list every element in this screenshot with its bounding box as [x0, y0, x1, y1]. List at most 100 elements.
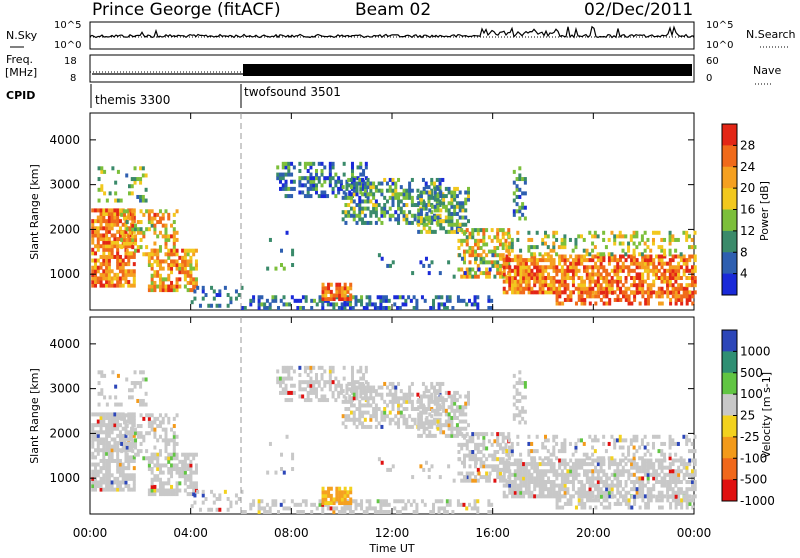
- power-cell: [186, 259, 190, 264]
- velocity-cell: [139, 441, 143, 446]
- power-cell: [107, 219, 111, 224]
- power-cell: [323, 176, 327, 181]
- power-cell: [172, 288, 176, 293]
- power-cell: [632, 248, 636, 253]
- velocity-cell: [679, 490, 683, 495]
- power-cell: [309, 161, 313, 166]
- power-cell: [508, 241, 512, 246]
- velocity-cell: [424, 410, 428, 415]
- power-cell: [96, 280, 100, 285]
- power-cell: [304, 295, 308, 300]
- velocity-cell: [599, 480, 603, 485]
- power-cell: [433, 215, 437, 220]
- power-cell: [435, 177, 439, 182]
- velocity-cell: [652, 487, 656, 492]
- power-cell: [602, 290, 606, 295]
- velocity-cell: [276, 376, 280, 381]
- power-cell: [632, 268, 636, 273]
- power-cell: [341, 210, 345, 215]
- power-cell: [107, 240, 111, 245]
- velocity-cell: [607, 462, 611, 467]
- velocity-cell: [405, 392, 409, 397]
- velocity-cell: [377, 385, 381, 390]
- velocity-cell: [158, 470, 162, 475]
- power-cell: [458, 190, 462, 195]
- velocity-cell: [430, 464, 434, 469]
- velocity-cell: [107, 476, 111, 481]
- velocity-cell: [141, 377, 145, 382]
- power-cell: [419, 260, 423, 265]
- velocity-cell: [599, 476, 603, 481]
- velocity-cell: [663, 480, 667, 485]
- power-cell: [597, 294, 601, 299]
- velocity-cell: [153, 463, 157, 468]
- velocity-cell: [471, 450, 475, 455]
- power-cell: [473, 298, 477, 303]
- power-cell: [343, 289, 347, 294]
- power-cell: [170, 288, 174, 293]
- power-cell: [114, 191, 118, 196]
- velocity-cell: [388, 417, 392, 422]
- velocity-cell: [158, 488, 162, 493]
- power-cell: [594, 279, 598, 284]
- velocity-cell: [505, 483, 509, 488]
- velocity-cell: [144, 377, 148, 382]
- power-cell: [175, 252, 179, 257]
- power-cell: [417, 194, 421, 199]
- velocity-cell: [96, 473, 100, 478]
- velocity-cell: [502, 462, 506, 467]
- power-cell: [546, 245, 550, 250]
- power-cell: [170, 234, 174, 239]
- velocity-cell: [293, 502, 297, 507]
- power-cell: [317, 161, 321, 166]
- velocity-cell: [189, 467, 193, 472]
- power-cell: [362, 186, 366, 191]
- velocity-cell: [549, 483, 553, 488]
- velocity-cell: [538, 494, 542, 499]
- power-cell: [240, 285, 244, 290]
- velocity-cell: [94, 437, 98, 442]
- power-cell: [518, 187, 522, 192]
- velocity-cell: [156, 459, 160, 464]
- power-cell: [519, 272, 523, 277]
- velocity-cell: [552, 465, 556, 470]
- power-cell: [141, 198, 145, 203]
- velocity-cell: [563, 438, 567, 443]
- velocity-cell: [677, 480, 681, 485]
- velocity-cell: [468, 453, 472, 458]
- velocity-cell: [621, 452, 625, 457]
- velocity-cell: [569, 472, 573, 477]
- velocity-cell: [100, 391, 104, 396]
- power-cell: [599, 261, 603, 266]
- power-cell: [651, 237, 655, 242]
- velocity-cell: [660, 483, 664, 488]
- velocity-cell: [121, 476, 125, 481]
- power-cell: [657, 286, 661, 291]
- velocity-cell: [91, 412, 95, 417]
- cpid-mode-twofsound: twofsound 3501: [244, 85, 341, 99]
- velocity-cell: [685, 465, 689, 470]
- velocity-cell: [444, 398, 448, 403]
- velocity-cell: [99, 480, 103, 485]
- power-cell: [523, 216, 527, 221]
- velocity-cell: [679, 487, 683, 492]
- power-cell: [402, 213, 406, 218]
- velocity-cell: [674, 501, 678, 506]
- power-cell: [287, 168, 291, 173]
- velocity-cell: [463, 475, 467, 480]
- power-cell: [263, 302, 267, 307]
- velocity-cell: [110, 451, 114, 456]
- velocity-cell: [192, 456, 196, 461]
- power-cell: [156, 284, 160, 289]
- velocity-cell: [196, 489, 200, 494]
- power-cell: [563, 268, 567, 273]
- power-cell: [374, 210, 378, 215]
- velocity-cell: [571, 483, 575, 488]
- power-cell: [610, 268, 614, 273]
- velocity-cell: [309, 383, 313, 388]
- power-cell: [170, 270, 174, 275]
- velocity-cell: [394, 421, 398, 426]
- power-cell: [674, 248, 678, 253]
- power-cell: [102, 272, 106, 277]
- power-cell: [189, 263, 193, 268]
